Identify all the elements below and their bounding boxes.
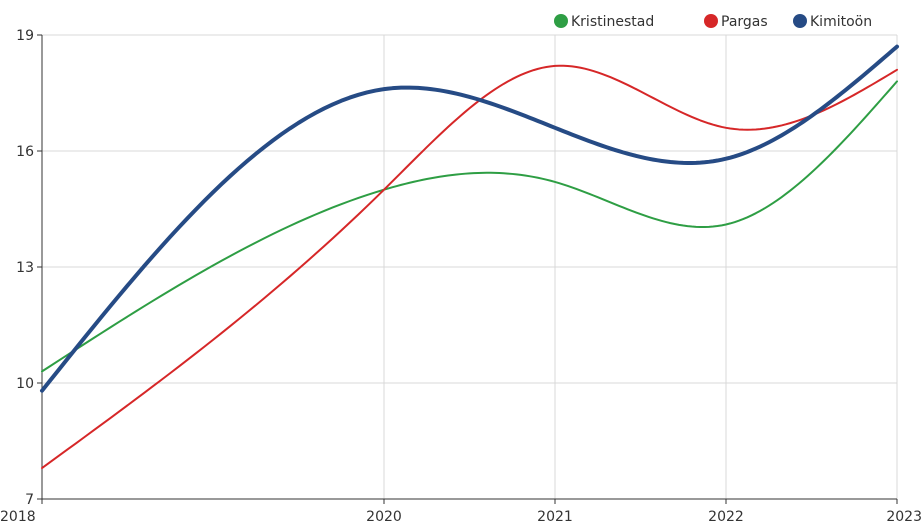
x-tick-label: 2022 — [708, 509, 744, 525]
y-tick-label: 13 — [16, 260, 34, 276]
series-line-pargas — [41, 64, 898, 470]
legend-marker-pargas — [704, 14, 718, 28]
x-tick-label: 2023 — [886, 509, 922, 525]
legend-label-kristinestad: Kristinestad — [571, 14, 654, 30]
series-line-kimito-n — [40, 44, 899, 393]
legend-label-kimito-n: Kimitoön — [810, 14, 872, 30]
series-line-kristinestad — [41, 80, 898, 373]
legend-marker-kimito-n — [793, 14, 807, 28]
legend: Kristinestad Pargas Kimitoön — [554, 14, 872, 30]
axes: 7 10 13 16 19 2018 2020 2021 2022 2023 — [0, 28, 922, 525]
legend-label-pargas: Pargas — [721, 14, 768, 30]
y-tick-label: 7 — [25, 492, 34, 508]
y-tick-label: 10 — [16, 376, 34, 392]
x-tick-label: 2020 — [366, 509, 402, 525]
x-tick-label: 2021 — [537, 509, 573, 525]
grid — [41, 34, 898, 500]
y-tick-label: 19 — [16, 28, 34, 44]
x-tick-label: 2018 — [0, 509, 36, 525]
y-tick-label: 16 — [16, 144, 34, 160]
series-lines — [40, 44, 899, 470]
legend-marker-kristinestad — [554, 14, 568, 28]
